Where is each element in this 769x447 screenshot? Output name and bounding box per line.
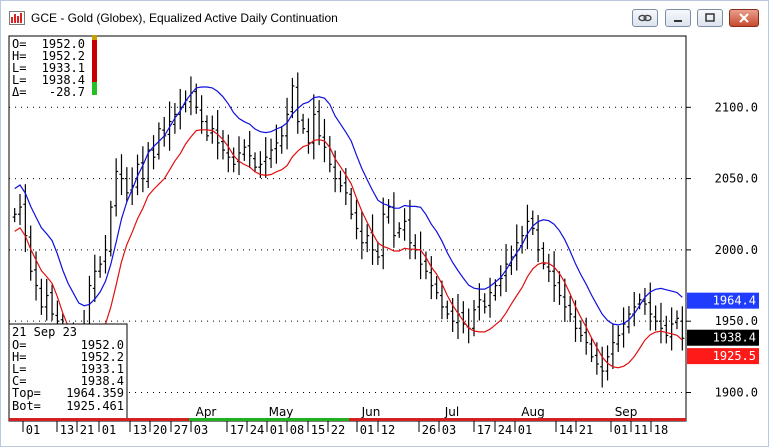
ohlc-value: 1933.1 xyxy=(42,61,85,75)
cursor-value: 1933.1 xyxy=(81,362,124,376)
x-tick-label: 01 xyxy=(102,423,116,437)
change-bar-red xyxy=(92,37,97,95)
month-label: Sep xyxy=(615,405,638,419)
price-badge-label: 1938.4 xyxy=(713,331,756,345)
x-tick-label: 01 xyxy=(270,423,284,437)
change-bar-marker xyxy=(92,35,97,40)
month-label: May xyxy=(269,405,294,419)
x-tick-label: 03 xyxy=(442,423,456,437)
month-label: Apr xyxy=(196,405,217,419)
link-button[interactable] xyxy=(632,9,658,27)
x-tick-label: 18 xyxy=(654,423,668,437)
y-tick-label: 1950.0 xyxy=(715,314,758,328)
x-tick-label: 11 xyxy=(634,423,648,437)
x-tick-label: 12 xyxy=(381,423,395,437)
chart-app-icon xyxy=(9,11,25,25)
cursor-label: Bot= xyxy=(12,399,41,413)
title-bar[interactable]: GCE - Gold (Globex), Equalized Active Da… xyxy=(1,1,768,32)
date-axis[interactable]: 01 13 21 01 13 20 27 03 17 24 01 08 15 22 01 12 26 03 17 24… xyxy=(22,421,668,437)
x-tick-label: 15 xyxy=(311,423,325,437)
x-tick-label: 14 xyxy=(559,423,573,437)
cursor-info-box: 21 Sep 23 O= 1952.0 H= 1952.2 L= 1933.1 … xyxy=(8,323,128,422)
x-tick-label: 20 xyxy=(153,423,167,437)
x-tick-label: 01 xyxy=(614,423,628,437)
month-label: Aug xyxy=(521,405,544,419)
ohlc-label: H= xyxy=(12,49,26,63)
ohlc-readout: O= 1952.0 H= 1952.2 L= 1933.1 L= 1938.4 … xyxy=(10,35,97,99)
x-tick-label: 24 xyxy=(250,423,264,437)
price-badges: 1964.4 1938.4 1925.5 xyxy=(687,292,759,365)
cursor-value: 1964.359 xyxy=(66,386,124,400)
price-badge-label: 1964.4 xyxy=(713,294,756,308)
x-tick-label: 24 xyxy=(498,423,512,437)
ohlc-value: 1952.0 xyxy=(42,37,85,51)
maximize-icon xyxy=(705,13,715,22)
y-tick-label: 2050.0 xyxy=(715,172,758,186)
close-button[interactable] xyxy=(729,9,759,27)
y-tick-label: 2000.0 xyxy=(715,243,758,257)
cursor-label: Top= xyxy=(12,386,41,400)
cursor-value: 1952.2 xyxy=(81,350,124,364)
month-label: Jun xyxy=(361,405,381,419)
x-tick-label: 26 xyxy=(422,423,436,437)
grid-lines xyxy=(9,106,686,393)
y-tick-label: 2100.0 xyxy=(715,100,758,114)
x-tick-label: 13 xyxy=(60,423,74,437)
maximize-button[interactable] xyxy=(697,9,723,27)
price-badge xyxy=(687,348,759,365)
month-labels: Apr May Jun Jul Aug Sep xyxy=(196,405,638,419)
month-label: Jul xyxy=(444,405,459,419)
top-band-line xyxy=(14,86,683,326)
price-axis[interactable]: 2100.0 2050.0 2000.0 1950.0 1900.0 xyxy=(686,100,758,399)
x-tick-label: 22 xyxy=(331,423,345,437)
ohlc-label: Δ= xyxy=(12,85,26,99)
x-tick-label: 01 xyxy=(518,423,532,437)
ohlc-value: -28.7 xyxy=(49,85,85,99)
x-tick-label: 21 xyxy=(80,423,94,437)
y-tick-label: 1900.0 xyxy=(715,385,758,399)
price-chart[interactable]: 2100.0 2050.0 2000.0 1950.0 1900.0 1964.4 193… xyxy=(1,32,768,447)
change-bar-green xyxy=(92,82,97,95)
cursor-label: H= xyxy=(12,350,26,364)
cursor-label: L= xyxy=(12,362,26,376)
x-tick-label: 27 xyxy=(174,423,188,437)
ohlc-value: 1938.4 xyxy=(42,73,85,87)
cursor-value: 1952.0 xyxy=(81,338,124,352)
cursor-value: 1938.4 xyxy=(81,374,124,388)
ohlc-value: 1952.2 xyxy=(42,49,85,63)
x-tick-label: 13 xyxy=(133,423,147,437)
x-tick-label: 01 xyxy=(26,423,40,437)
cursor-date: 21 Sep 23 xyxy=(12,325,77,339)
link-icon xyxy=(638,14,652,22)
ohlc-label: L= xyxy=(12,61,26,75)
price-badge xyxy=(687,329,759,346)
minimize-button[interactable] xyxy=(665,9,691,27)
session-color-strip xyxy=(9,418,686,421)
cursor-label: C= xyxy=(12,374,26,388)
x-tick-label: 17 xyxy=(477,423,491,437)
price-bars xyxy=(12,72,685,388)
x-tick-label: 21 xyxy=(579,423,593,437)
minimize-icon xyxy=(674,20,682,22)
ohlc-label: O= xyxy=(12,37,26,51)
price-badge-label: 1925.5 xyxy=(713,349,756,363)
close-icon xyxy=(739,13,749,23)
ohlc-label: L= xyxy=(12,73,26,87)
window-title: GCE - Gold (Globex), Equalized Active Da… xyxy=(31,11,338,25)
cursor-label: O= xyxy=(12,338,26,352)
price-badge xyxy=(687,292,759,309)
x-tick-label: 17 xyxy=(230,423,244,437)
cursor-value: 1925.461 xyxy=(66,399,124,413)
x-tick-label: 01 xyxy=(360,423,374,437)
bottom-band-line xyxy=(14,129,683,369)
x-tick-label: 03 xyxy=(194,423,208,437)
x-tick-label: 08 xyxy=(290,423,304,437)
